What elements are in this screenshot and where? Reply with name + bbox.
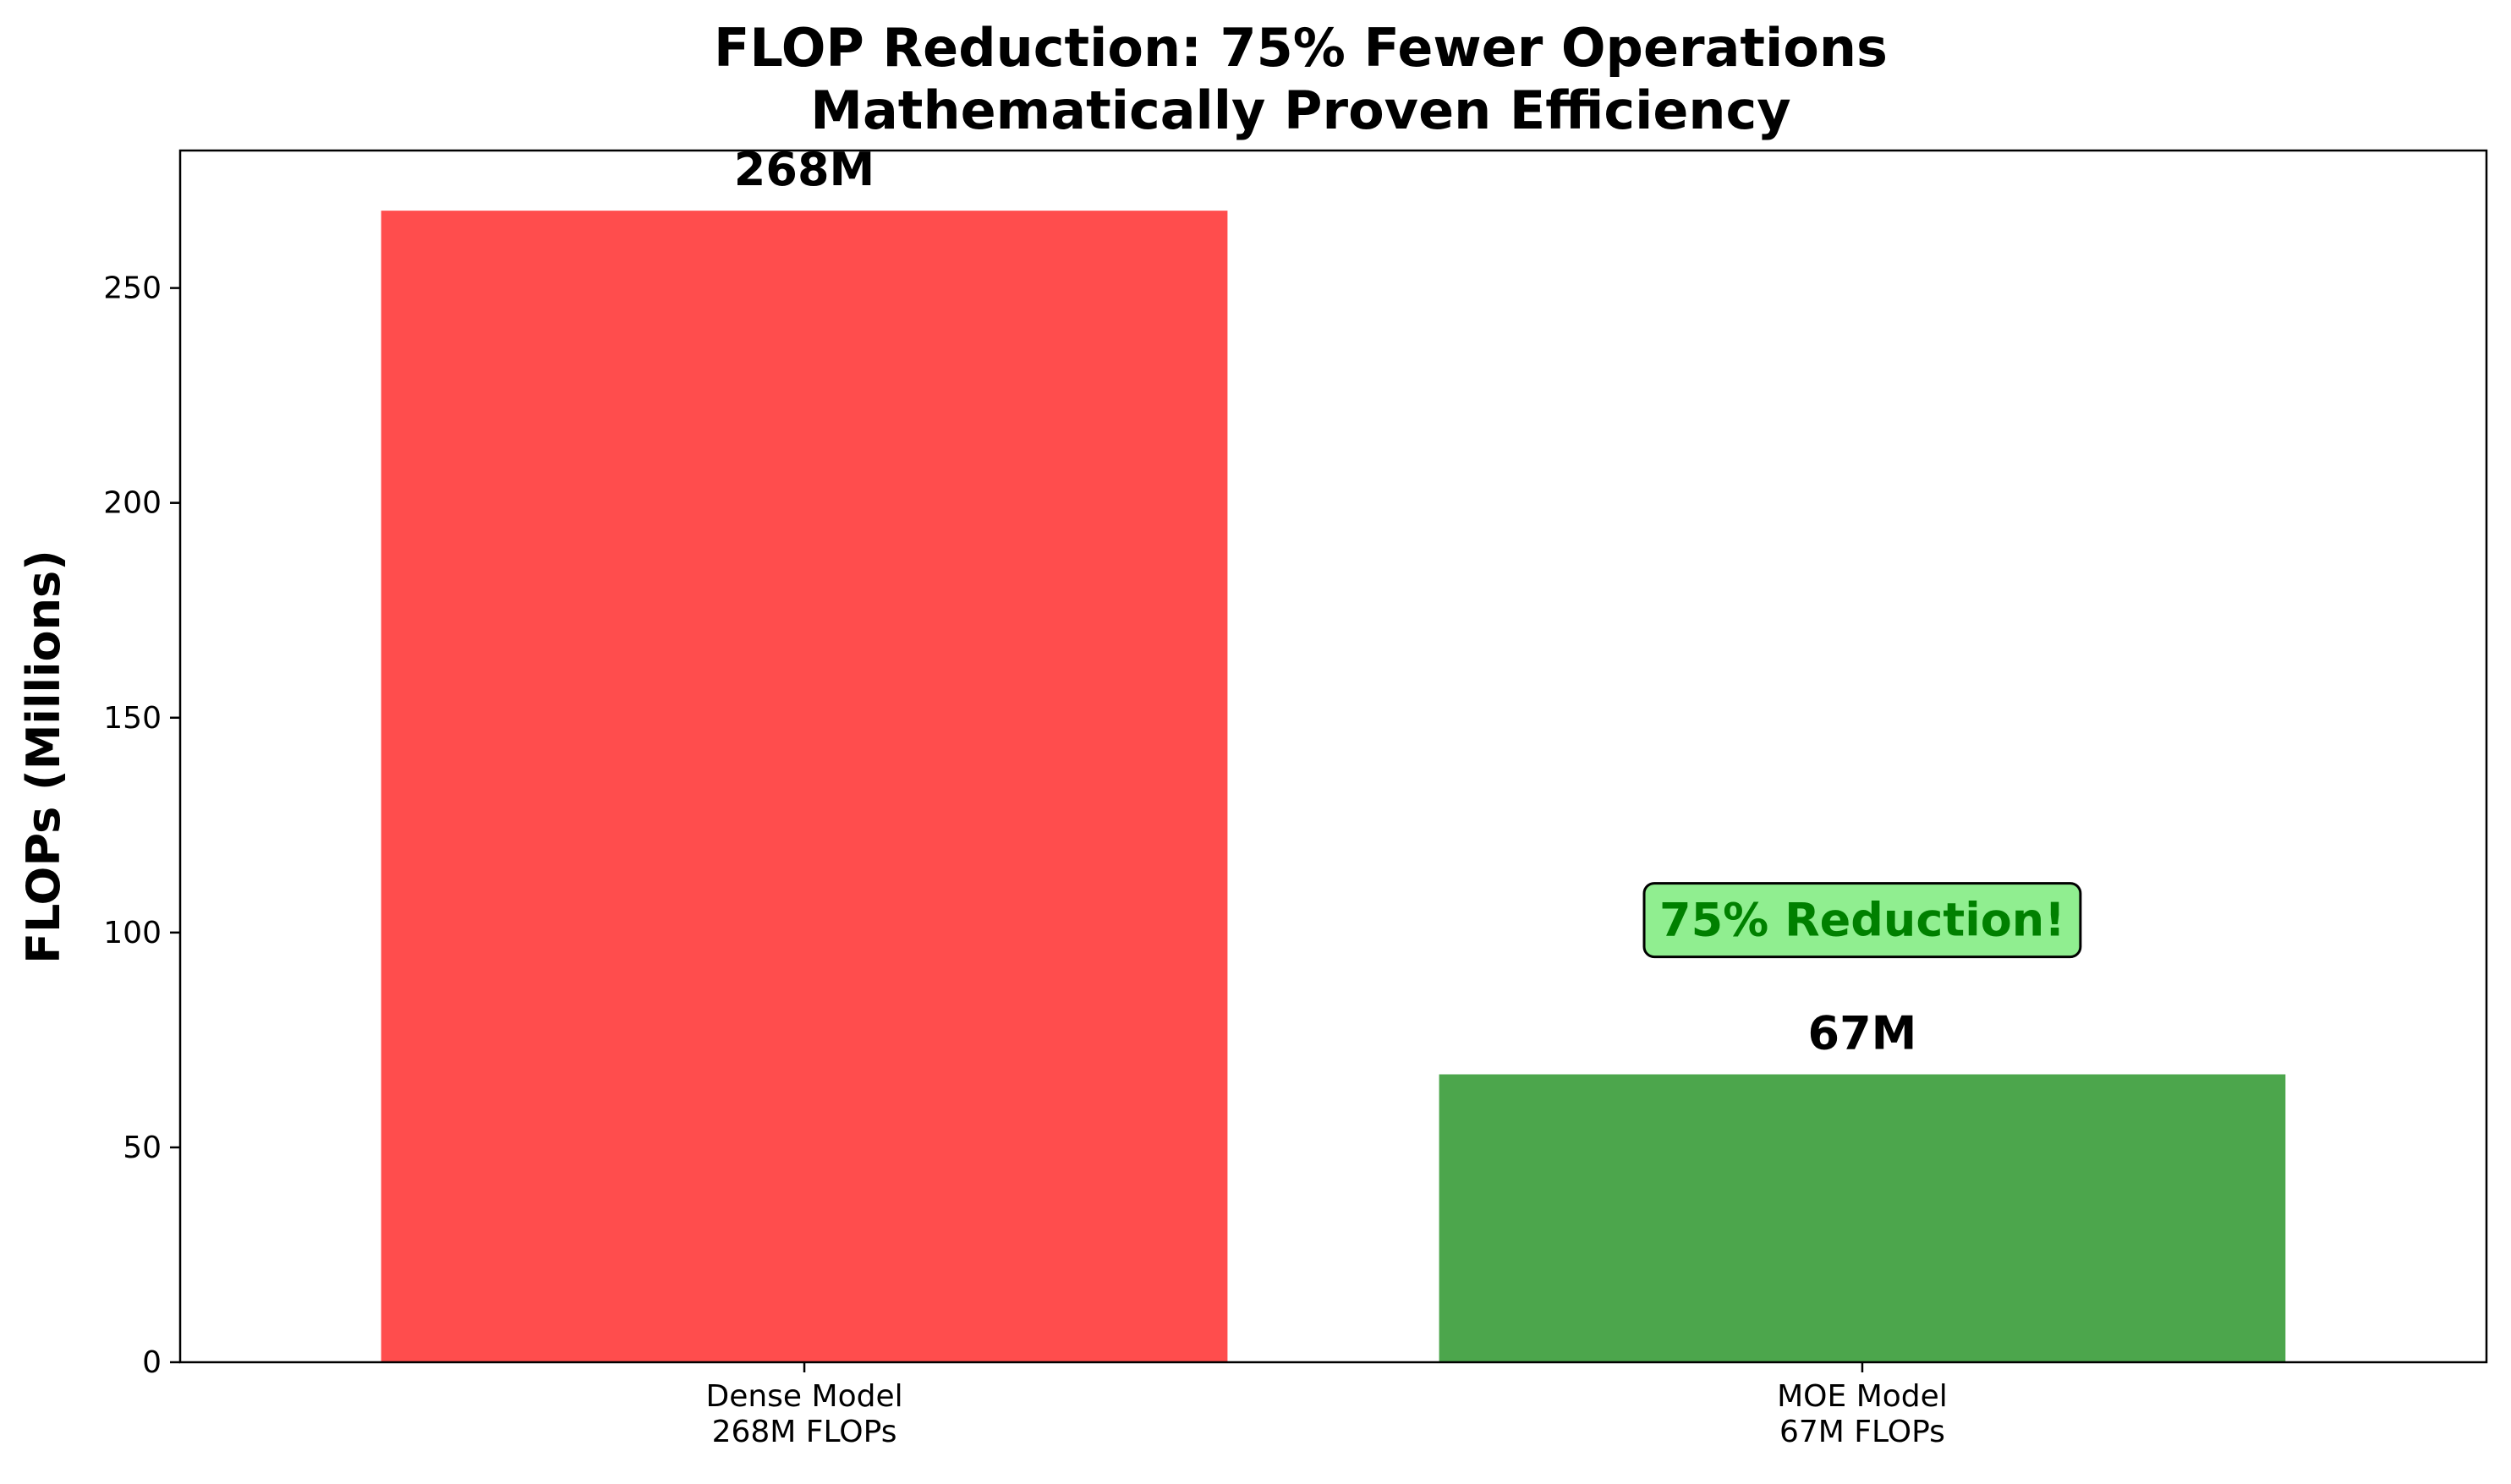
y-tick-label-1: 50 (123, 1131, 162, 1165)
bar-1 (1439, 1074, 2286, 1362)
chart-title-line1: FLOP Reduction: 75% Fewer Operations (714, 17, 1888, 79)
data-labels-layer: 268M 67M 75% Reduction! (734, 143, 2082, 1060)
y-axis-label: FLOPs (Millions) (17, 550, 70, 964)
y-tick-label-5: 250 (103, 271, 162, 306)
x-tick-label-0-line1: Dense Model (705, 1379, 902, 1414)
y-tick-label-2: 100 (103, 916, 162, 950)
plot-frame (178, 149, 2488, 1364)
annotation-text: 75% Reduction! (1659, 894, 2065, 947)
chart-title-line2: Mathematically Proven Efficiency (810, 79, 1790, 141)
y-tick-label-4: 200 (103, 486, 162, 521)
annotation: 75% Reduction! (1642, 882, 2082, 959)
y-ticks-layer: 0 50 100 150 200 250 (103, 271, 180, 1380)
bar-0 (381, 211, 1228, 1362)
y-tick-label-0: 0 (142, 1345, 162, 1380)
data-label-1: 67M (1808, 1007, 1917, 1060)
x-tick-label-1-line2: 67M FLOPs (1779, 1415, 1945, 1449)
annotation-box (1642, 882, 2082, 959)
x-tick-label-1-line1: MOE Model (1777, 1379, 1948, 1414)
bars-layer (381, 211, 2286, 1362)
data-label-0: 268M (734, 143, 874, 196)
y-tick-label-3: 150 (103, 701, 162, 736)
x-tick-label-0-line2: 268M FLOPs (712, 1415, 897, 1449)
